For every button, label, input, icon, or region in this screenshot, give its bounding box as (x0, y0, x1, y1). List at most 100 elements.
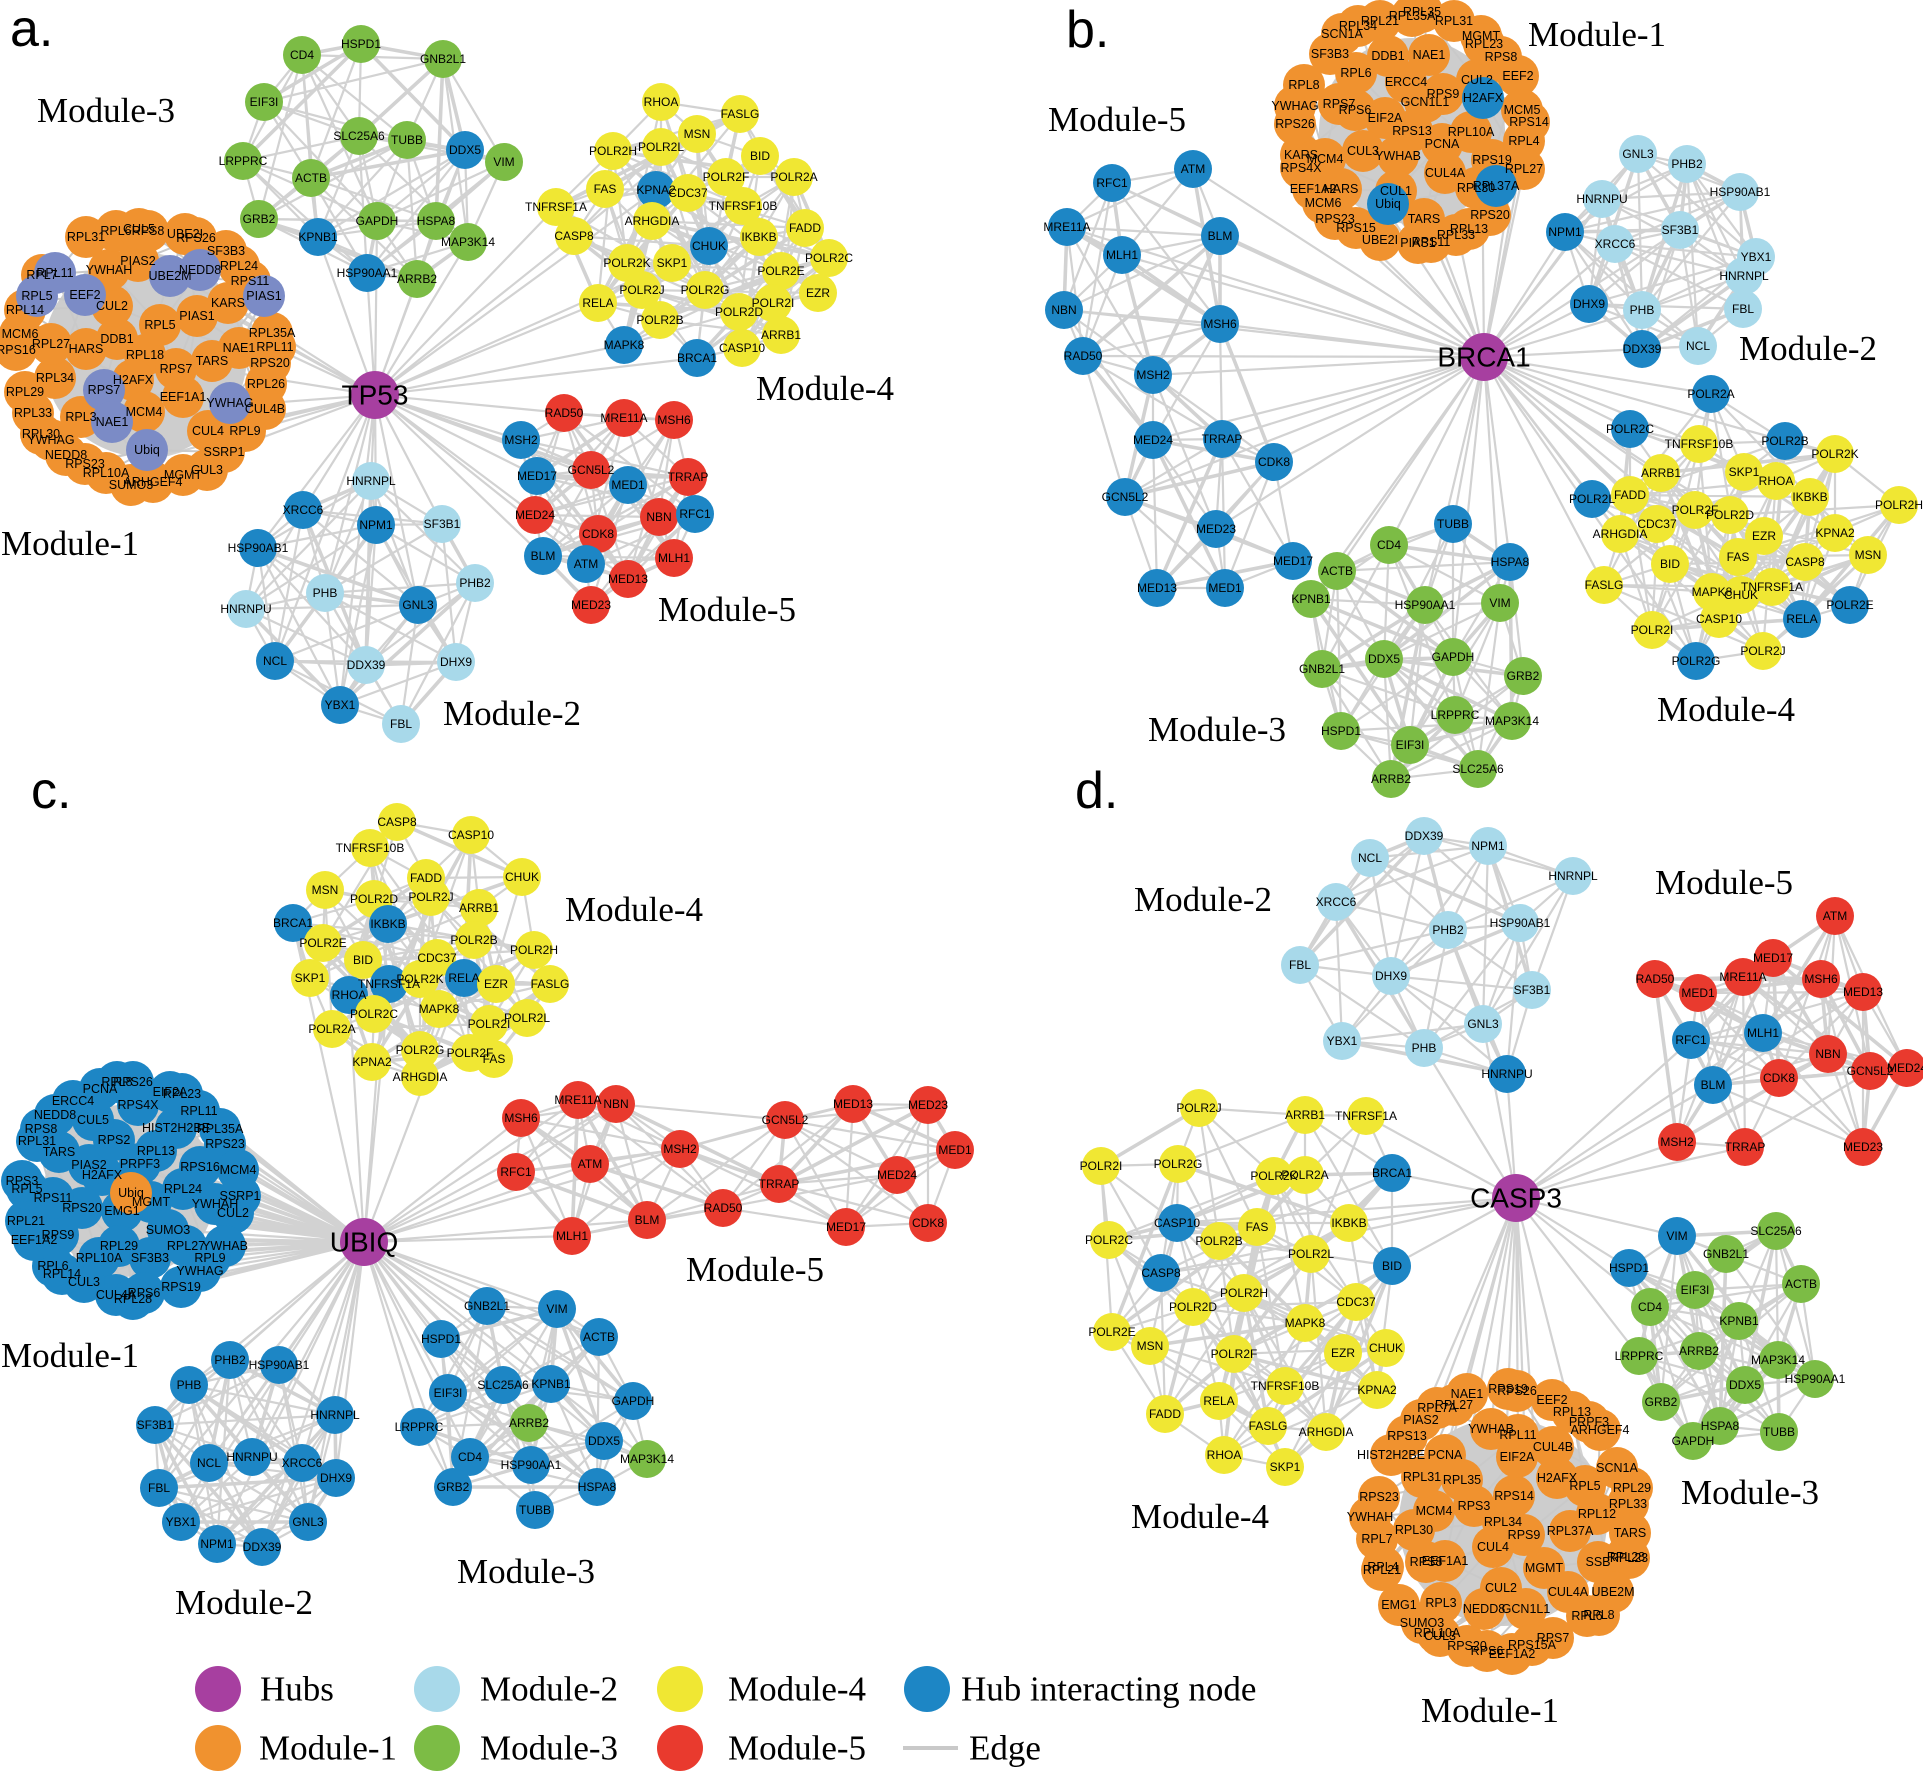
svg-text:HNRNPL: HNRNPL (346, 474, 396, 488)
svg-text:POLR2L: POLR2L (1569, 492, 1615, 506)
svg-text:CDC37: CDC37 (1336, 1295, 1376, 1309)
svg-text:RHOA: RHOA (332, 988, 367, 1002)
svg-text:FAS: FAS (483, 1052, 506, 1066)
svg-text:HSPD1: HSPD1 (341, 37, 381, 51)
svg-text:CHUK: CHUK (692, 239, 726, 253)
svg-text:RPL5: RPL5 (11, 1182, 42, 1196)
svg-text:FASLG: FASLG (531, 977, 570, 991)
svg-text:VIM: VIM (1666, 1229, 1687, 1243)
svg-text:POLR2A: POLR2A (1281, 1168, 1328, 1182)
svg-text:MED1: MED1 (1681, 986, 1715, 1000)
svg-text:Module-4: Module-4 (756, 369, 894, 408)
svg-text:RELA: RELA (1203, 1394, 1234, 1408)
svg-text:GAPDH: GAPDH (612, 1394, 655, 1408)
svg-text:CDC37: CDC37 (668, 186, 708, 200)
svg-text:MED1: MED1 (1208, 581, 1242, 595)
svg-text:HSP90AB1: HSP90AB1 (1710, 185, 1771, 199)
svg-text:HSP90AB1: HSP90AB1 (228, 541, 289, 555)
svg-text:RPL14: RPL14 (6, 303, 44, 317)
svg-text:DDX5: DDX5 (1368, 652, 1400, 666)
svg-text:Module-3: Module-3 (37, 91, 175, 130)
svg-text:POLR2D: POLR2D (715, 305, 763, 319)
svg-text:RPS20: RPS20 (250, 356, 290, 370)
svg-text:Module-4: Module-4 (1131, 1497, 1269, 1536)
svg-text:MGMT: MGMT (1462, 29, 1501, 43)
svg-text:MAP3K14: MAP3K14 (1751, 1353, 1805, 1367)
svg-text:YWHAG: YWHAG (206, 396, 253, 410)
svg-text:MED17: MED17 (1753, 951, 1793, 965)
svg-text:MCM4: MCM4 (220, 1163, 257, 1177)
svg-text:RPL35: RPL35 (1443, 1473, 1481, 1487)
svg-text:Module-4: Module-4 (1657, 690, 1795, 729)
svg-text:HSPD1: HSPD1 (1609, 1261, 1649, 1275)
svg-text:Module-3: Module-3 (457, 1552, 595, 1591)
svg-text:a.: a. (10, 0, 53, 58)
svg-text:SKP1: SKP1 (657, 256, 688, 270)
svg-text:RPL5: RPL5 (21, 289, 52, 303)
svg-text:RPL30: RPL30 (1457, 181, 1495, 195)
svg-text:GNB2L1: GNB2L1 (1703, 1247, 1749, 1261)
svg-text:CUL4B: CUL4B (1533, 1440, 1573, 1454)
svg-text:CUL5: CUL5 (77, 1113, 109, 1127)
svg-text:RPL8: RPL8 (1288, 78, 1319, 92)
svg-text:RPL11: RPL11 (256, 340, 293, 354)
svg-text:NCL: NCL (197, 1456, 221, 1470)
svg-text:POLR2G: POLR2G (1154, 1157, 1203, 1171)
svg-text:YWHAH: YWHAH (192, 1197, 239, 1211)
svg-text:RPL27: RPL27 (167, 1239, 205, 1253)
svg-text:RPS7: RPS7 (1537, 1631, 1570, 1645)
svg-text:HNRNPL: HNRNPL (310, 1408, 360, 1422)
svg-text:POLR2C: POLR2C (1606, 422, 1654, 436)
svg-text:GAPDH: GAPDH (356, 214, 399, 228)
svg-text:BID: BID (1382, 1259, 1402, 1273)
svg-text:PHB: PHB (313, 586, 338, 600)
svg-text:EIF3I: EIF3I (1681, 1283, 1710, 1297)
svg-text:RPS4X: RPS4X (1281, 161, 1323, 175)
svg-text:RPS23: RPS23 (1359, 1490, 1399, 1504)
svg-text:RPL35A: RPL35A (1389, 9, 1436, 23)
svg-text:GCN5L2: GCN5L2 (762, 1113, 809, 1127)
svg-text:SKP1: SKP1 (1270, 1460, 1301, 1474)
svg-text:TP53: TP53 (342, 380, 409, 411)
svg-text:IKBKB: IKBKB (741, 230, 776, 244)
svg-text:CUL5: CUL5 (123, 222, 155, 236)
svg-text:Module-2: Module-2 (1739, 329, 1877, 368)
svg-text:MCM6: MCM6 (1305, 196, 1342, 210)
svg-text:VIM: VIM (1489, 596, 1510, 610)
svg-text:UBE2I: UBE2I (167, 227, 203, 241)
svg-text:SLC25A6: SLC25A6 (1750, 1224, 1802, 1238)
svg-text:CUL3: CUL3 (68, 1275, 100, 1289)
svg-text:Module-2: Module-2 (1134, 880, 1272, 919)
svg-text:MED13: MED13 (833, 1097, 873, 1111)
svg-text:MED1: MED1 (938, 1143, 972, 1157)
svg-text:RPL23: RPL23 (163, 1087, 201, 1101)
svg-text:HIST2H2BE: HIST2H2BE (1357, 1448, 1425, 1462)
svg-text:PIAS2: PIAS2 (1403, 1413, 1438, 1427)
svg-text:CUL4B: CUL4B (245, 402, 285, 416)
svg-text:GRB2: GRB2 (243, 212, 276, 226)
svg-text:MLH1: MLH1 (658, 551, 690, 565)
svg-text:MED17: MED17 (517, 469, 557, 483)
svg-text:BLM: BLM (1208, 229, 1233, 243)
svg-text:PCNA: PCNA (1425, 137, 1460, 151)
svg-text:Module-1: Module-1 (1421, 1691, 1559, 1730)
svg-text:YWHAH: YWHAH (86, 263, 133, 277)
svg-text:CDK8: CDK8 (1258, 455, 1290, 469)
svg-text:SF3B3: SF3B3 (207, 244, 245, 258)
svg-text:EEF1A2: EEF1A2 (11, 1233, 58, 1247)
svg-text:TNFRSF1A: TNFRSF1A (358, 977, 420, 991)
svg-text:RPL30: RPL30 (22, 427, 60, 441)
svg-text:NCL: NCL (1358, 851, 1382, 865)
svg-text:YBX1: YBX1 (1741, 250, 1772, 264)
svg-text:POLR2K: POLR2K (1811, 447, 1858, 461)
svg-text:YWHAB: YWHAB (202, 1239, 248, 1253)
svg-text:SSRP1: SSRP1 (220, 1189, 261, 1203)
svg-text:EIF3I: EIF3I (250, 95, 279, 109)
svg-text:ARRB1: ARRB1 (459, 901, 499, 915)
svg-text:RPS20: RPS20 (62, 1201, 102, 1215)
svg-text:RPS8: RPS8 (1485, 50, 1518, 64)
svg-text:CUL4A: CUL4A (96, 1288, 137, 1302)
svg-text:RPL7: RPL7 (26, 268, 57, 282)
svg-text:Module-5: Module-5 (686, 1250, 824, 1289)
svg-text:ACTB: ACTB (1321, 564, 1353, 578)
